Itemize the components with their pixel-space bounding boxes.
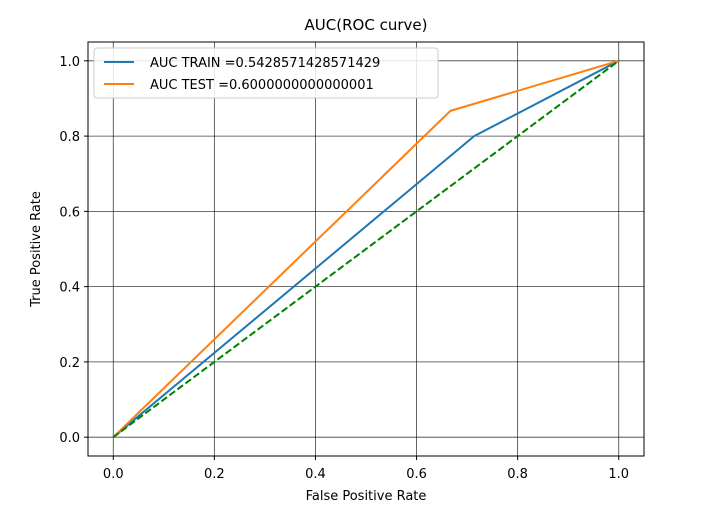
x-tick-label: 0.6 [406, 467, 427, 482]
legend-label-0: AUC TRAIN =0.5428571428571429 [150, 56, 380, 71]
legend-label-1: AUC TEST =0.6000000000000001 [150, 78, 374, 93]
series-line-0 [112, 59, 620, 438]
y-tick-label: 0.8 [59, 130, 80, 145]
grid [88, 42, 644, 456]
series-line-1 [112, 59, 620, 438]
y-tick-label: 1.0 [59, 55, 80, 70]
series-line-2 [112, 60, 620, 438]
series-layer [112, 59, 620, 438]
x-tick-label: 0.2 [204, 467, 225, 482]
y-axis-label: True Positive Rate [29, 191, 44, 308]
legend-box [93, 47, 439, 99]
x-tick-label: 0.4 [305, 467, 326, 482]
y-tick-label: 0.6 [59, 205, 80, 220]
chart-title: AUC(ROC curve) [305, 16, 428, 34]
y-tick-label: 0.2 [59, 356, 80, 371]
y-tick-label: 0.0 [59, 431, 80, 446]
x-tick-label: 1.0 [608, 467, 629, 482]
plot-frame [87, 41, 645, 457]
y-tick-label: 0.4 [59, 281, 80, 296]
x-axis: 0.0 0.2 0.4 0.6 0.8 1.0 [103, 456, 629, 482]
y-axis: 0.0 0.2 0.4 0.6 0.8 1.0 [59, 55, 88, 446]
legend: AUC TRAIN =0.5428571428571429 AUC TEST =0… [93, 47, 439, 99]
x-tick-label: 0.8 [507, 467, 528, 482]
x-tick-label: 0.0 [103, 467, 124, 482]
x-axis-label: False Positive Rate [306, 489, 427, 504]
